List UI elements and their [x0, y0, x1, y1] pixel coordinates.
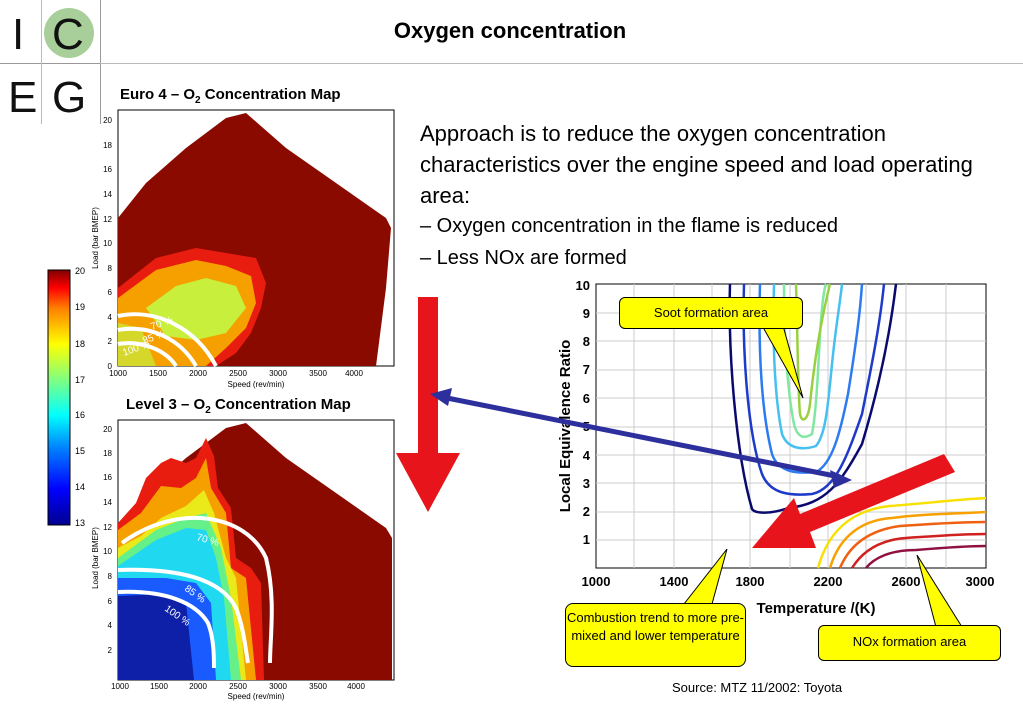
source-note: Source: MTZ 11/2002: Toyota [672, 680, 843, 695]
euro4-ytick: 18 [103, 141, 112, 150]
euro4-xtick: 1500 [149, 369, 167, 378]
level3-ytick: 16 [103, 473, 112, 482]
level3-xtick: 1000 [111, 682, 129, 691]
level3-ytick: 2 [108, 646, 113, 655]
euro4-ytick: 0 [108, 362, 113, 371]
combustion-trend-arrow-icon [752, 454, 955, 548]
phi-ytick: 7 [583, 362, 590, 377]
level3-ytick: 18 [103, 449, 112, 458]
level3-ytick: 10 [103, 547, 112, 556]
level3-ytick: 6 [108, 597, 113, 606]
level3-xtick: 2000 [189, 682, 207, 691]
bullet-less-nox: – Less NOx are formed [420, 247, 627, 269]
slide-title: Oxygen concentration [393, 18, 627, 43]
level3-ytick: 20 [103, 425, 112, 434]
euro4-xtick: 2000 [189, 369, 207, 378]
euro4-ytick: 20 [103, 116, 112, 125]
level3-map-title: Level 3 – O2 Concentration Map [126, 396, 351, 416]
level3-ytick: 12 [103, 523, 112, 532]
euro4-xtick: 3000 [269, 369, 287, 378]
euro4-ytick: 6 [108, 288, 113, 297]
phi-ytick: 6 [583, 391, 590, 406]
level3-xtick: 2500 [229, 682, 247, 691]
logo-letter-c: C [52, 10, 84, 59]
euro4-ytick: 16 [103, 165, 112, 174]
euro4-contour-map: 70 % 85 % 100 % 0 2 4 6 8 10 12 14 16 18… [91, 109, 395, 389]
phi-xtick: 1800 [736, 574, 765, 589]
level3-contour-map: 70 % 85 % 100 % 2 4 6 8 10 12 14 16 18 2… [91, 419, 395, 701]
approach-text: Approach is to reduce the oxygen concent… [420, 121, 973, 208]
level3-ytick: 4 [108, 621, 113, 630]
phi-xtick: 3000 [966, 574, 995, 589]
colorbar-tick: 16 [75, 410, 86, 420]
euro4-ylabel: Load (bar BMEP) [91, 207, 100, 269]
phi-xlabel: Temperature /(K) [757, 600, 876, 617]
colorbar-tick: 18 [75, 339, 86, 349]
level3-xtick: 4000 [347, 682, 365, 691]
colorbar-tick: 19 [75, 302, 86, 312]
double-arrow-line [441, 394, 841, 480]
logo-letter-i: I [12, 10, 25, 59]
phi-ylabel: Local Equivalence Ratio [557, 340, 574, 513]
phi-xtick: 2200 [814, 574, 843, 589]
level3-xlabel: Speed (rev/min) [228, 692, 285, 701]
arrow-head-right-icon [830, 470, 852, 488]
colorbar-tick: 15 [75, 446, 86, 456]
phi-xtick: 2600 [892, 574, 921, 589]
colorbar-tick: 17 [75, 375, 86, 385]
colorbar [47, 269, 71, 526]
logo-letter-e: E [8, 73, 38, 122]
euro4-xtick: 4000 [345, 369, 363, 378]
level3-ytick: 14 [103, 498, 112, 507]
arrow-head-left-icon [430, 388, 452, 406]
euro4-ytick: 4 [108, 313, 113, 322]
phi-ytick: 9 [583, 306, 590, 321]
level3-ytick: 8 [108, 572, 113, 581]
phi-ytick: 10 [576, 278, 590, 293]
euro4-ytick: 14 [103, 190, 112, 199]
combustion-trend-callout: Combustion trend to more pre-mixed and l… [565, 603, 746, 667]
colorbar-tick: 20 [75, 266, 86, 276]
bullet-oxygen-reduced: – Oxygen concentration in the flame is r… [420, 215, 839, 237]
phi-ytick: 3 [583, 476, 590, 491]
euro4-ytick: 10 [103, 239, 112, 248]
logo-letter-g: G [52, 73, 87, 122]
euro4-ytick: 2 [108, 337, 113, 346]
phi-ytick: 2 [583, 504, 590, 519]
euro4-ytick: 12 [103, 215, 112, 224]
soot-callout-pointer [759, 321, 804, 399]
level3-ylabel: Load (bar BMEP) [91, 527, 100, 589]
soot-formation-callout: Soot formation area [619, 297, 803, 329]
euro4-xtick: 2500 [229, 369, 247, 378]
phi-xtick: 1000 [582, 574, 611, 589]
logo-green-circle [44, 8, 94, 58]
euro4-map-title: Euro 4 – O2 Concentration Map [120, 86, 341, 106]
euro4-xtick: 3500 [309, 369, 327, 378]
euro4-xtick: 1000 [109, 369, 127, 378]
colorbar-tick: 14 [75, 482, 86, 492]
phi-xtick: 1400 [660, 574, 689, 589]
colorbar-tick: 13 [75, 518, 86, 528]
phi-ytick: 4 [583, 448, 591, 463]
level3-xtick: 1500 [150, 682, 168, 691]
down-arrow-icon [396, 297, 460, 512]
level3-xtick: 3500 [309, 682, 327, 691]
nox-formation-callout: NOx formation area [818, 625, 1001, 661]
combustion-callout-pointer [682, 548, 728, 605]
nox-callout-pointer [916, 554, 963, 628]
level3-xtick: 3000 [269, 682, 287, 691]
euro4-xlabel: Speed (rev/min) [228, 380, 285, 389]
euro4-ytick: 8 [108, 264, 113, 273]
phi-ytick: 1 [583, 532, 590, 547]
phi-ytick: 8 [583, 334, 590, 349]
